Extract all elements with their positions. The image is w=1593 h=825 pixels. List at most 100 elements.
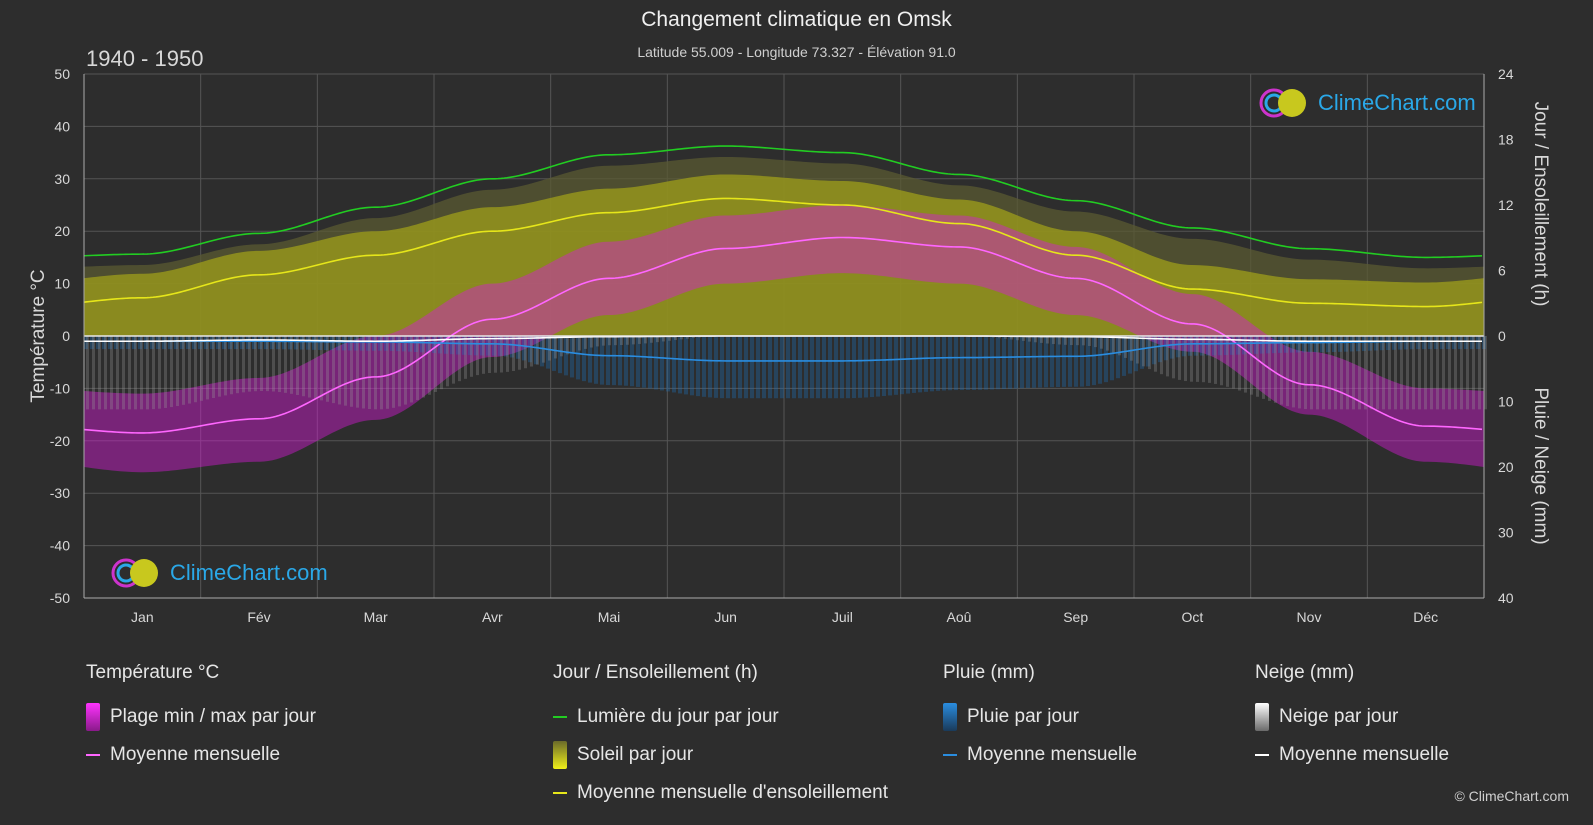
snow-bar xyxy=(302,336,305,397)
snow-bar xyxy=(1226,336,1229,387)
rain-bar xyxy=(1374,336,1378,351)
rain-bar xyxy=(978,336,982,390)
rain-swatch xyxy=(943,703,957,731)
x-tick-label: Oct xyxy=(1181,609,1203,625)
snow-bar xyxy=(608,336,611,346)
logo-top[interactable]: ClimeChart.com xyxy=(1258,86,1476,120)
snow-bar xyxy=(1046,336,1049,344)
legend-sun-title: Jour / Ensoleillement (h) xyxy=(553,662,758,683)
rain-bar xyxy=(1344,336,1348,352)
rain-bar xyxy=(360,336,364,351)
snow-bar xyxy=(446,336,449,387)
snow-bar xyxy=(1442,336,1445,410)
snow-bar xyxy=(1340,336,1343,410)
rain-bar xyxy=(342,336,346,351)
snow-bar xyxy=(1376,336,1379,410)
y-tick-label: 40 xyxy=(54,118,70,134)
snow-bar xyxy=(1058,336,1061,345)
snow-bar xyxy=(1298,336,1301,409)
rain-bar xyxy=(708,336,712,398)
rain-bar xyxy=(1368,336,1372,351)
legend-item: Moyenne mensuelle xyxy=(943,736,1137,774)
snow-bar xyxy=(1232,336,1235,389)
legend-item-label: Pluie par jour xyxy=(967,706,1079,727)
snow-bar xyxy=(1190,336,1193,382)
snow-bar xyxy=(1184,336,1187,382)
rain-bar xyxy=(1026,336,1030,389)
rain-bar xyxy=(684,336,688,395)
rain-bar xyxy=(636,336,640,387)
rain-bar xyxy=(1332,336,1336,353)
copyright: © ClimeChart.com xyxy=(1454,788,1569,804)
snow-bar xyxy=(1154,336,1157,372)
rain-bar xyxy=(510,336,514,358)
rain-bar xyxy=(1404,336,1408,350)
rain-bar xyxy=(1152,336,1156,365)
snow-bar xyxy=(500,336,503,373)
y2-tick-label: 0 xyxy=(1498,328,1506,344)
rain-bar xyxy=(1134,336,1138,372)
snow-bar xyxy=(434,336,437,392)
rain-bar xyxy=(642,336,646,388)
rain-bar xyxy=(600,336,604,385)
rain-bar xyxy=(894,336,898,395)
rain-bar xyxy=(1128,336,1132,374)
rain-bar xyxy=(540,336,544,367)
y3-tick-label: 30 xyxy=(1498,525,1514,541)
snow-bar xyxy=(674,336,677,341)
rain-bar xyxy=(162,336,166,350)
snow-bar xyxy=(1064,336,1067,345)
snow-bar xyxy=(1202,336,1205,383)
rain-bar xyxy=(84,336,88,350)
snow-bar xyxy=(1388,336,1391,410)
y3-tick-label: 20 xyxy=(1498,459,1514,475)
rain-bar xyxy=(972,336,976,390)
snow-bar xyxy=(104,336,107,410)
snow-bar xyxy=(386,336,389,409)
snow-bar xyxy=(1094,336,1097,348)
rain-bar xyxy=(1032,336,1036,388)
snow-bar xyxy=(128,336,131,410)
rain-bar xyxy=(306,336,310,350)
logo-bottom[interactable]: ClimeChart.com xyxy=(110,556,328,590)
x-tick-label: Déc xyxy=(1413,609,1438,625)
snow-avg-swatch xyxy=(1255,754,1269,756)
rain-bar xyxy=(930,336,934,392)
rain-bar xyxy=(1230,336,1234,355)
legend-item-label: Plage min / max par jour xyxy=(110,706,316,727)
snow-bar xyxy=(1100,336,1103,349)
snow-bar xyxy=(536,336,539,365)
legend-item-label: Moyenne mensuelle xyxy=(967,744,1138,765)
y2-tick-label: 18 xyxy=(1498,132,1514,148)
snow-bar xyxy=(380,336,383,410)
snow-bar xyxy=(152,336,155,410)
rain-bar xyxy=(240,336,244,350)
rain-bar xyxy=(1218,336,1222,356)
daylight-swatch xyxy=(553,716,567,718)
y3-tick-label: 40 xyxy=(1498,590,1514,606)
snow-bar xyxy=(326,336,329,402)
snow-bar xyxy=(1484,336,1487,410)
y2-tick-label: 6 xyxy=(1498,263,1506,279)
snow-bar xyxy=(362,336,365,409)
snow-bar xyxy=(1454,336,1457,410)
rain-bar xyxy=(1248,336,1252,355)
snow-bar xyxy=(254,336,257,392)
rain-bar xyxy=(1038,336,1042,388)
rain-bar xyxy=(270,336,274,350)
snow-bar xyxy=(410,336,413,403)
snow-bar xyxy=(518,336,521,370)
rain-bar xyxy=(966,336,970,391)
rain-bar xyxy=(258,336,262,350)
rain-bar xyxy=(1470,336,1474,350)
rain-bar xyxy=(666,336,670,392)
snow-bar xyxy=(92,336,95,410)
snow-bar xyxy=(1238,336,1241,391)
rain-bar xyxy=(912,336,916,393)
rain-bar xyxy=(456,336,460,355)
rain-bar xyxy=(192,336,196,350)
rain-bar xyxy=(714,336,718,398)
rain-bar xyxy=(348,336,352,351)
temp-avg-swatch xyxy=(86,754,100,756)
snow-bar xyxy=(1466,336,1469,410)
